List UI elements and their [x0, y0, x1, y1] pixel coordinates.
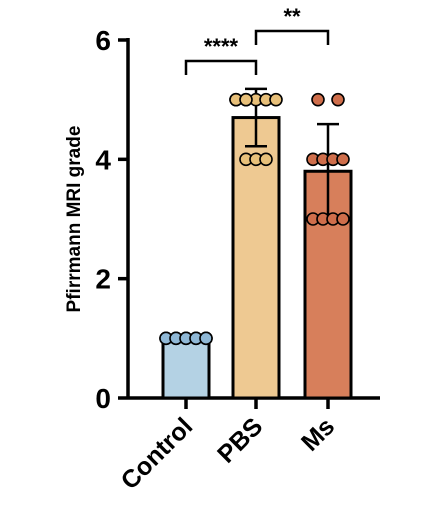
- bar-control: [161, 336, 211, 400]
- x-tick-label-control: Control: [116, 412, 199, 495]
- data-point-ms: [331, 92, 345, 107]
- data-point-pbs: [269, 92, 283, 107]
- significance-label: ****: [204, 34, 239, 59]
- significance-label: **: [283, 4, 301, 29]
- y-tick-label: 2: [95, 264, 111, 295]
- x-tick-label-ms: Ms: [296, 412, 340, 456]
- y-tick-label: 4: [95, 144, 111, 175]
- data-point-ms: [336, 152, 350, 167]
- data-point-control: [199, 331, 213, 346]
- significance-bracket: [184, 59, 258, 75]
- data-point-ms: [311, 92, 325, 107]
- x-tick-label-pbs: PBS: [212, 412, 268, 468]
- y-tick-label: 0: [95, 383, 111, 414]
- data-point-pbs: [239, 92, 253, 107]
- y-axis-label: Pfirrmann MRI grade: [64, 126, 85, 313]
- data-point-pbs: [259, 152, 273, 167]
- significance-bracket: [254, 29, 330, 45]
- y-tick-label: 6: [95, 25, 111, 56]
- data-point-ms: [336, 212, 350, 226]
